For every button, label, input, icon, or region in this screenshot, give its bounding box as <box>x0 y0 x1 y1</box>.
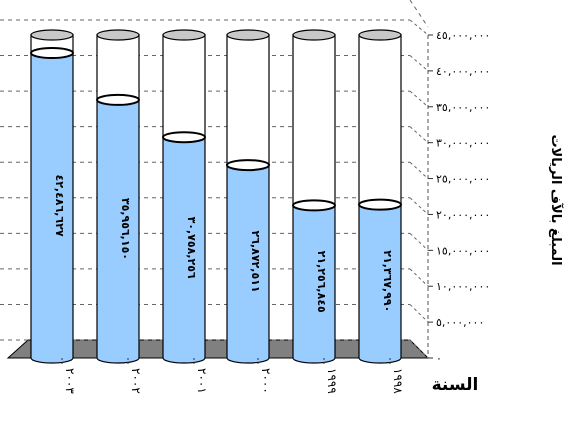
bar: ٣٠,٧٥٨,٢٥٦ <box>162 29 206 364</box>
y-tick-label: ٣٠,٠٠٠,٠٠٠ <box>436 137 490 150</box>
bar-value-label: ٣٥,٩٥٦,١٥٠ <box>119 198 132 260</box>
gridline-depth <box>409 19 429 36</box>
gridline-depth <box>409 90 429 108</box>
bar-value-label: ٢١,٣٦٧,٩٩٠ <box>381 250 394 312</box>
gridline-depth <box>409 339 429 359</box>
gridline-depth <box>409 126 429 144</box>
y-tick-label: ٢٠,٠٠٠,٠٠٠ <box>436 208 490 221</box>
y-tick-label: ٢٥,٠٠٠,٠٠٠ <box>436 173 490 186</box>
x-tick-label: ٢٠٠٣ <box>63 368 77 394</box>
bar-value-label: ٣٠,٧٥٨,٢٥٦ <box>185 217 198 279</box>
bar: ٢١,٣٦٧,٩٩٠ <box>358 29 402 364</box>
x-tick-label: ١٩٩٨ <box>391 368 405 394</box>
bar-remainder <box>162 34 206 143</box>
bars: ٤٢,٤٨٦,٦٢٧ ٣٥,٩٥٦,١٥٠ ٣٠,٧٥٨,٢٥٦ ٢٦,٨٧٢,٥١١… <box>30 29 402 364</box>
y-tick-label: ١٠,٠٠٠,٠٠٠ <box>436 280 490 293</box>
bar-remainder <box>226 34 270 171</box>
x-tick-label: ١٩٩٩ <box>325 368 339 394</box>
bar: ٢١,٢٥٦,٨٤٥ <box>292 29 336 364</box>
bar-top-cap <box>162 29 206 41</box>
gridline-depth <box>409 268 429 287</box>
bar-remainder <box>358 34 402 211</box>
bar: ٣٥,٩٥٦,١٥٠ <box>96 29 140 364</box>
bar-top-cap <box>30 29 74 41</box>
gridline-depth <box>409 197 429 215</box>
x-axis-title: السنة <box>432 375 479 395</box>
bar-value-surface <box>358 198 402 211</box>
bar: ٤٢,٤٨٦,٦٢٧ <box>30 29 74 364</box>
bar: ٢٦,٨٧٢,٥١١ <box>226 29 270 364</box>
bar-value-surface <box>226 159 270 172</box>
gridline-depth <box>409 304 429 323</box>
bar-value-label: ٤٢,٤٨٦,٦٢٧ <box>53 174 66 236</box>
y-tick-label: ٤٥,٠٠٠,٠٠٠ <box>436 29 490 42</box>
corner-edge <box>409 0 429 28</box>
y-tick-label: ٤٠,٠٠٠,٠٠٠ <box>436 65 490 78</box>
bar-top-cap <box>96 29 140 41</box>
y-tick-label: ١٥,٠٠٠,٠٠٠ <box>436 244 490 257</box>
gridline-depth <box>409 55 429 72</box>
x-axis: ٢٠٠٣ ٢٠٠٢ ٢٠٠١ ٢٠٠٠ ١٩٩٩ ١٩٩٨ <box>61 358 405 394</box>
y-tick-label: ٥,٠٠٠,٠٠٠ <box>436 316 484 329</box>
bar-value-surface <box>292 199 336 212</box>
bar-top-cap <box>292 29 336 41</box>
x-tick-label: ٢٠٠١ <box>195 368 209 394</box>
bar-value-label: ٢٦,٨٧٢,٥١١ <box>249 231 262 293</box>
gridline-depth <box>409 161 429 179</box>
bar-value-label: ٢١,٢٥٦,٨٤٥ <box>315 251 328 313</box>
y-axis-title: المبلغ بالآف الريالات <box>548 134 564 265</box>
bar-top-cap <box>358 29 402 41</box>
bar-top-cap <box>226 29 270 41</box>
x-tick-label: ٢٠٠٢ <box>129 368 143 394</box>
y-tick-label: ٣٥,٠٠٠,٠٠٠ <box>436 101 490 114</box>
y-tick-label: ٠ <box>436 352 442 365</box>
bar-value-surface <box>30 47 74 60</box>
bar-value-surface <box>162 131 206 144</box>
bar-remainder <box>292 34 336 212</box>
y-axis: ٠ ٥,٠٠٠,٠٠٠ ١٠,٠٠٠,٠٠٠ ١٥,٠٠٠,٠٠٠ ٢٠,٠٠٠,٠٠٠… <box>428 29 490 365</box>
bar-value-surface <box>96 93 140 106</box>
x-tick-label: ٢٠٠٠ <box>259 368 273 394</box>
gridline-depth <box>409 232 429 251</box>
